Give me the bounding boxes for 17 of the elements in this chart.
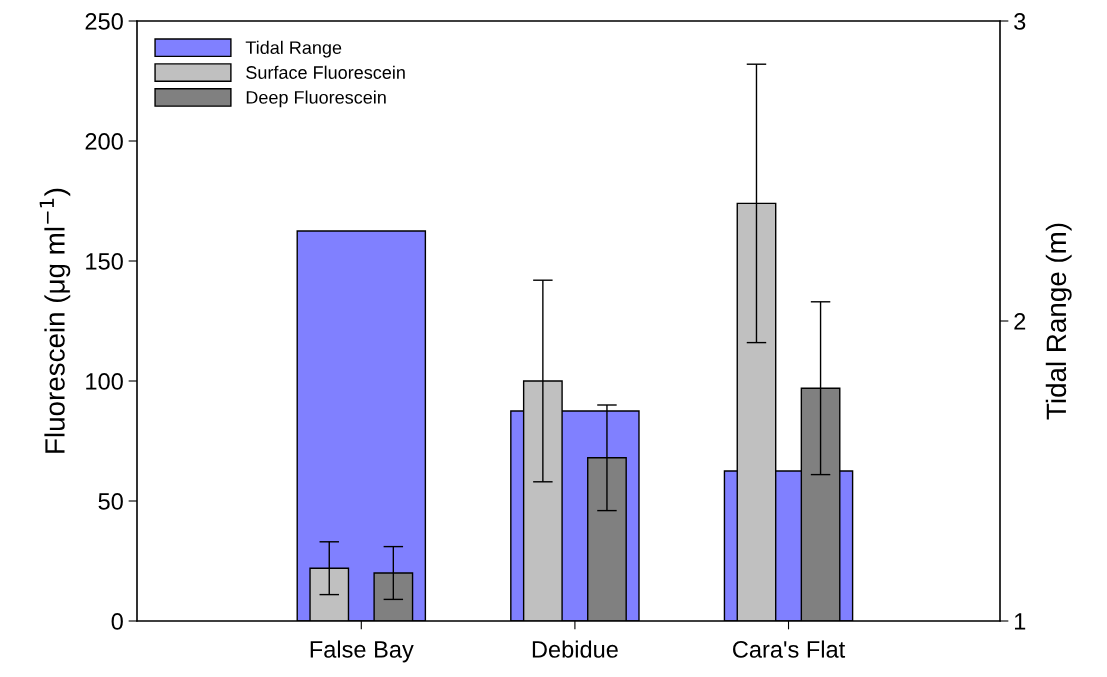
- y-tick-label: 150: [86, 253, 123, 270]
- legend-label: Deep Fluorescein: [246, 90, 386, 108]
- y-tick-label: 100: [86, 373, 123, 390]
- y-tick-label: 50: [98, 493, 123, 510]
- legend-label: Tidal Range: [245, 40, 342, 58]
- y-tick-label: 250: [85, 13, 123, 30]
- y-axis-title: Fluorescein (μg ml$^{−1}$): [39, 188, 71, 453]
- x-tick-label: Cara's Flat: [733, 640, 846, 658]
- y2-axis-title: Tidal Range (m): [1045, 223, 1072, 420]
- y-tick-label: 200: [85, 133, 123, 150]
- y2-tick-label: 2: [1014, 313, 1026, 330]
- y2-tick-label: 1: [1014, 613, 1026, 630]
- y2-tick-label: 3: [1014, 13, 1026, 30]
- x-tick-label: False Bay: [310, 640, 414, 663]
- legend-label: Surface Fluorescein: [246, 65, 405, 79]
- y-tick-label: 0: [111, 613, 123, 630]
- x-tick-label: Debidue: [532, 640, 618, 658]
